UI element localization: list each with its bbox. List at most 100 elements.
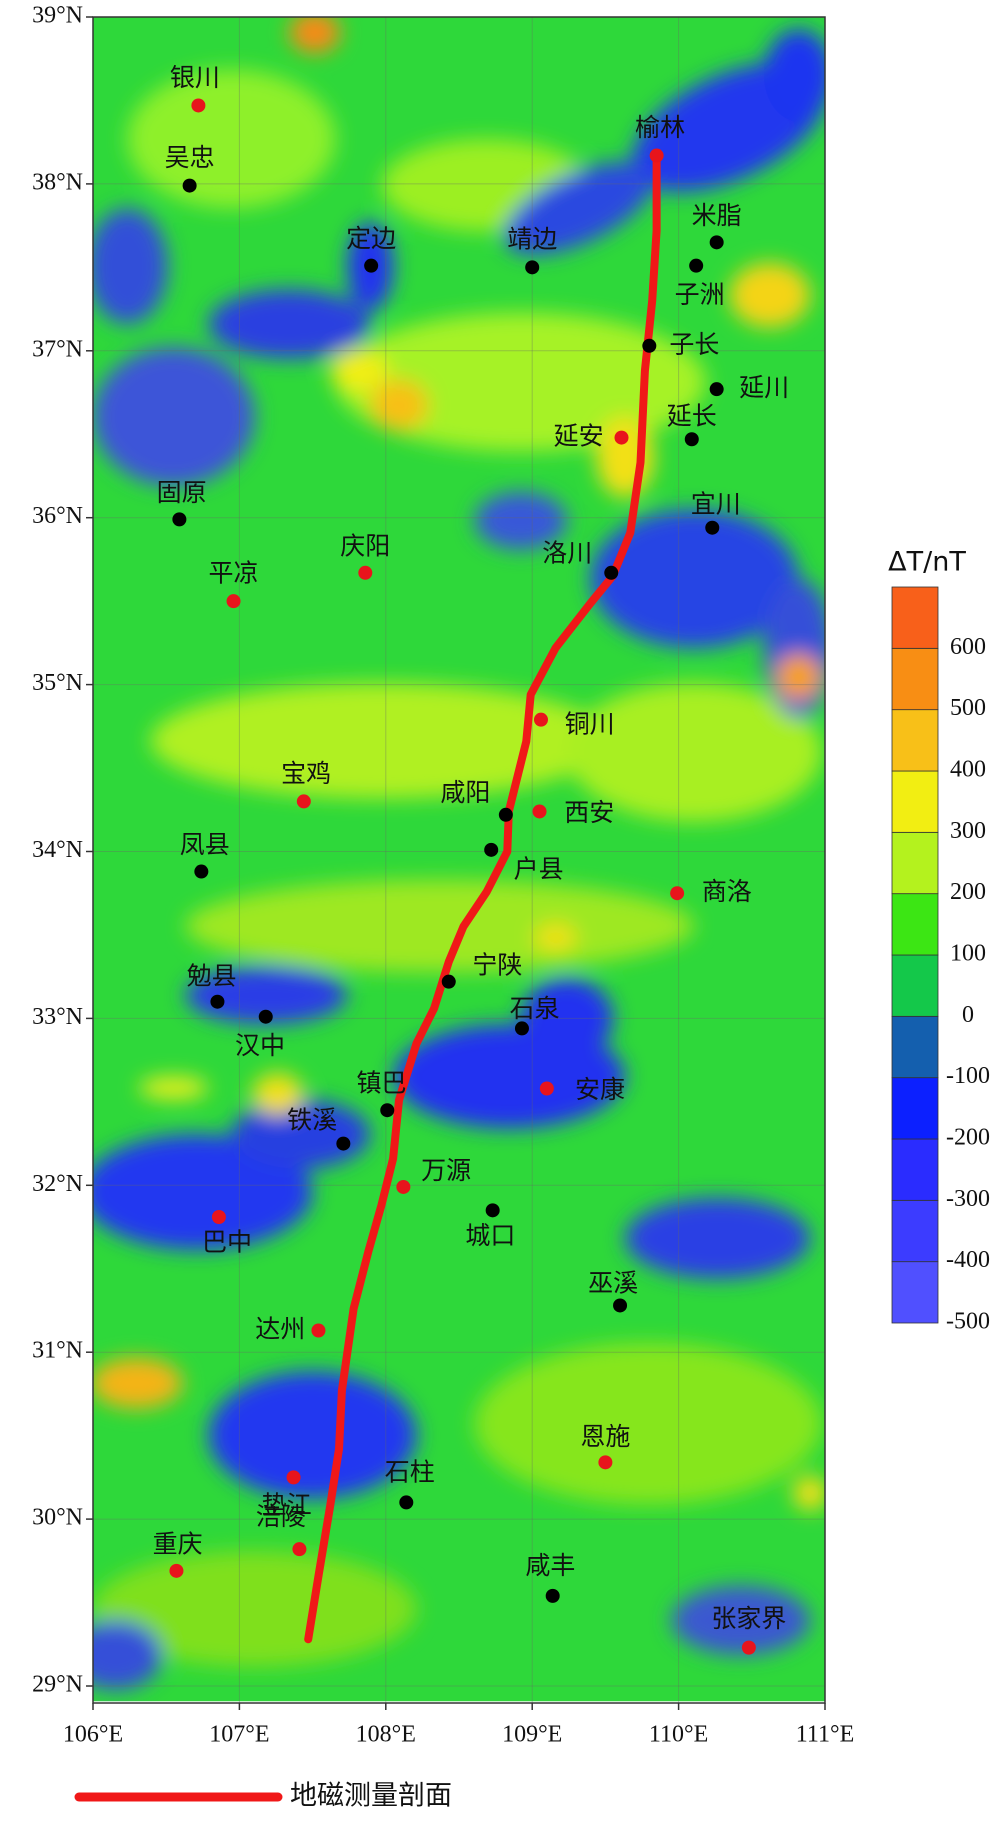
city-label: 固原	[157, 478, 207, 507]
city-dot	[533, 712, 548, 727]
city-dot	[514, 1021, 529, 1036]
city-label: 宜川	[691, 490, 741, 519]
city-label: 巫溪	[588, 1269, 638, 1298]
city-label: 铁溪	[287, 1106, 337, 1135]
colorbar-band	[891, 1077, 939, 1140]
lat-tick-label: 34°N	[32, 837, 83, 863]
colorbar-tick-label: -400	[946, 1247, 990, 1273]
colorbar-tick-label: 400	[950, 757, 986, 783]
colorbar-band	[891, 1015, 939, 1079]
lat-tick-label: 31°N	[32, 1338, 83, 1364]
city-dot	[286, 1470, 301, 1485]
city-dot	[358, 565, 373, 580]
city-label: 巴中	[202, 1228, 252, 1257]
city-dot	[182, 178, 197, 193]
city-dot	[380, 1103, 395, 1118]
lon-tick-label: 109°E	[502, 1722, 562, 1748]
city-label: 银川	[170, 63, 220, 92]
profile-line	[304, 151, 661, 1644]
colorbar-tick-label: 600	[950, 634, 986, 660]
colorbar-band	[891, 770, 939, 833]
city-label: 安康	[575, 1075, 625, 1104]
lat-tick-label: 35°N	[32, 670, 83, 696]
city-dot	[169, 1563, 184, 1578]
city-dot	[670, 886, 685, 901]
city-label: 洛川	[542, 538, 592, 567]
colorbar-tick-label: 0	[962, 1002, 974, 1028]
city-label: 子洲	[675, 280, 725, 309]
city-label: 庆阳	[340, 531, 390, 560]
city-label: 商洛	[702, 877, 752, 906]
city-dot	[364, 258, 379, 273]
city-label: 城口	[465, 1221, 515, 1250]
city-label: 恩施	[580, 1422, 630, 1451]
city-label: 石柱	[385, 1457, 435, 1486]
city-dot	[172, 512, 187, 527]
city-label: 宁陕	[472, 951, 522, 980]
city-dot	[311, 1323, 326, 1338]
city-dot	[532, 804, 547, 819]
lat-tick-label: 33°N	[32, 1004, 83, 1030]
city-dot	[525, 260, 540, 275]
city-label: 勉县	[187, 961, 237, 990]
city-label: 子长	[669, 330, 719, 359]
colorbar-tick-label: 200	[950, 879, 986, 905]
city-label: 垫江	[262, 1490, 312, 1519]
city-label: 吴忠	[165, 143, 215, 172]
colorbar-tick-label: -500	[946, 1309, 990, 1335]
map-frame	[92, 16, 826, 1704]
city-dot	[705, 520, 720, 535]
city-dot	[709, 235, 724, 250]
city-label: 米脂	[692, 201, 742, 230]
city-label: 咸丰	[525, 1551, 575, 1580]
city-dot	[336, 1136, 351, 1151]
colorbar-tick-label: -100	[946, 1063, 990, 1089]
city-label: 宝鸡	[281, 759, 331, 788]
colorbar-band	[891, 1199, 939, 1263]
colorbar-band	[891, 1261, 939, 1324]
lat-tick-label: 29°N	[32, 1672, 83, 1698]
city-dot	[684, 432, 699, 447]
lon-tick-label: 111°E	[796, 1722, 854, 1748]
city-dot	[258, 1009, 273, 1024]
colorbar-tick-label: 500	[950, 695, 986, 721]
city-dot	[604, 565, 619, 580]
city-label: 延川	[739, 373, 789, 402]
city-label: 铜川	[565, 709, 615, 738]
city-dot	[539, 1081, 554, 1096]
city-dot	[485, 1203, 500, 1218]
lat-tick-label: 39°N	[32, 3, 83, 29]
city-dot	[211, 1210, 226, 1225]
lon-tick-label: 106°E	[63, 1722, 123, 1748]
city-dot	[296, 794, 311, 809]
city-label: 张家界	[711, 1604, 786, 1633]
anomaly-field	[92, 17, 826, 1702]
city-dot	[399, 1495, 414, 1510]
colorbar-label: ΔT/nT	[888, 547, 966, 578]
lon-tick-label: 108°E	[356, 1722, 416, 1748]
city-label: 凤县	[180, 830, 230, 859]
colorbar-band	[891, 1138, 939, 1201]
lon-tick-label: 110°E	[649, 1722, 708, 1748]
city-dot	[210, 994, 225, 1009]
city-dot	[689, 258, 704, 273]
city-label: 户县	[514, 855, 564, 884]
city-label: 榆林	[635, 113, 685, 142]
city-label: 石泉	[510, 994, 560, 1023]
city-dot	[226, 594, 241, 609]
colorbar-band	[891, 954, 939, 1017]
city-label: 万源	[421, 1156, 471, 1185]
city-label: 达州	[255, 1315, 305, 1344]
city-dot	[598, 1455, 613, 1470]
city-dot	[292, 1542, 307, 1557]
colorbar-band	[891, 586, 939, 649]
city-label: 平凉	[209, 559, 259, 588]
city-dot	[709, 382, 724, 397]
city-dot	[484, 842, 499, 857]
colorbar-band	[891, 709, 939, 772]
city-dot	[741, 1640, 756, 1655]
city-dot	[194, 864, 209, 879]
lat-tick-label: 37°N	[32, 336, 83, 362]
